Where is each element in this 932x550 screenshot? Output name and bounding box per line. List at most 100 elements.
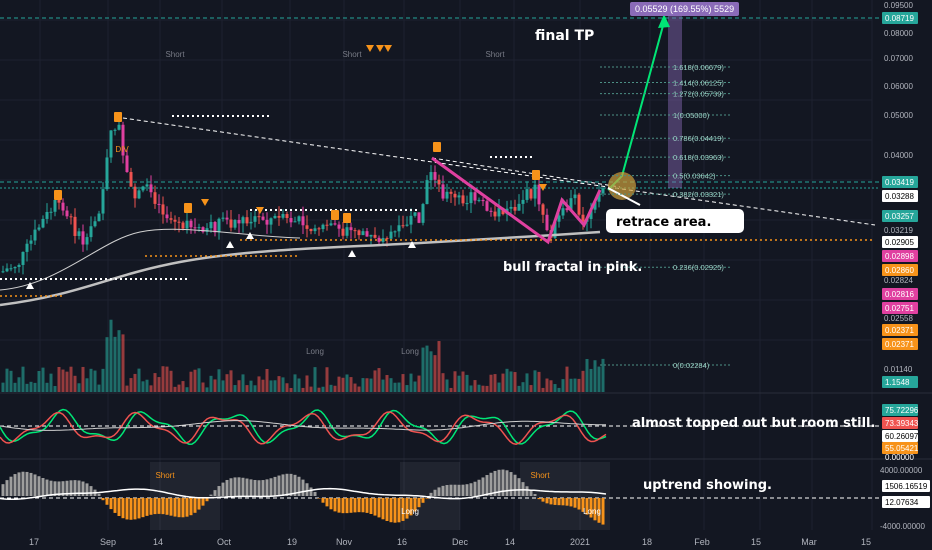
- macd-histogram-bar: [393, 498, 397, 523]
- volume-bar: [485, 385, 489, 392]
- volume-bar: [333, 385, 337, 392]
- signal-label: Short: [485, 50, 505, 59]
- volume-bar: [49, 373, 53, 392]
- macd-histogram-bar: [261, 480, 265, 496]
- macd-histogram-bar: [165, 498, 169, 515]
- volume-bar: [233, 385, 237, 392]
- price-badge: [882, 264, 918, 276]
- volume-bar: [369, 378, 373, 392]
- candle: [581, 214, 585, 222]
- macd-histogram-bar: [557, 498, 561, 506]
- candle: [21, 251, 25, 265]
- macd-histogram-bar: [153, 498, 157, 515]
- macd-histogram-bar: [357, 498, 361, 513]
- macd-line: [0, 487, 607, 501]
- volume-bar: [397, 382, 401, 392]
- volume-bar: [85, 378, 89, 392]
- candle: [253, 216, 257, 222]
- volume-bar: [185, 387, 189, 392]
- pivot-marker: [54, 190, 62, 200]
- macd-histogram-bar: [41, 478, 45, 496]
- x-axis-tick-label: 15: [861, 537, 871, 547]
- candle: [205, 228, 209, 232]
- candle: [353, 230, 357, 232]
- macd-histogram-bar: [97, 493, 101, 496]
- macd-histogram-bar: [581, 498, 585, 512]
- candle: [565, 208, 569, 211]
- volume-bar: [525, 373, 529, 392]
- macd-histogram-bar: [585, 498, 589, 515]
- volume-bar: [517, 385, 521, 392]
- candle: [441, 184, 445, 199]
- price-badge-label: 0.02816: [885, 290, 914, 299]
- candle: [425, 180, 429, 205]
- candle: [465, 203, 469, 205]
- volume-bar: [217, 369, 221, 392]
- volume-bar: [129, 378, 133, 392]
- macd-histogram-bar: [145, 498, 149, 516]
- candle: [33, 229, 37, 241]
- retrace-callout: retrace area.: [606, 209, 744, 233]
- macd-histogram-bar: [57, 481, 61, 496]
- volume-bar: [77, 383, 81, 392]
- candle: [121, 124, 125, 156]
- price-axis-label: 0.09500: [884, 1, 913, 10]
- macd-histogram-bar: [409, 498, 413, 516]
- candle: [405, 224, 409, 226]
- macd-annotation: uptrend showing.: [643, 478, 772, 493]
- macd-histogram-bar: [553, 498, 557, 505]
- volume-bar: [273, 380, 277, 392]
- candle: [85, 237, 89, 245]
- volume-bar: [189, 371, 193, 392]
- volume-bar: [285, 383, 289, 392]
- candle: [113, 129, 117, 131]
- candle: [357, 230, 361, 236]
- candle: [561, 208, 565, 216]
- price-badge-label: 0.02898: [885, 252, 914, 261]
- price-badge-label: 0.02860: [885, 266, 914, 275]
- macd-histogram-bar: [493, 470, 497, 496]
- price-axis-label: 0.07000: [884, 54, 913, 63]
- macd-histogram-bar: [501, 469, 505, 496]
- candle: [225, 217, 229, 220]
- pivot-marker: [114, 112, 122, 122]
- volume-bar: [489, 374, 493, 392]
- volume-bar: [505, 368, 509, 392]
- macd-histogram-bar: [1, 484, 5, 496]
- macd-histogram-bar: [569, 498, 573, 507]
- macd-badge: [882, 496, 930, 508]
- volume-bar: [181, 381, 185, 392]
- volume-bar: [13, 382, 17, 392]
- rsi-label: 0.00000: [885, 453, 914, 462]
- candle: [105, 157, 109, 190]
- volume-bar: [161, 366, 165, 392]
- volume-bar: [581, 370, 585, 392]
- macd-histogram-bar: [205, 498, 209, 502]
- macd-histogram-bar: [365, 498, 369, 513]
- macd-histogram-bar: [489, 472, 493, 496]
- candle: [277, 215, 281, 218]
- volume-bar: [313, 367, 317, 392]
- candle: [49, 211, 53, 213]
- rsi-badge: [882, 404, 918, 416]
- candle: [517, 203, 521, 211]
- volume-bar: [349, 377, 353, 392]
- macd-histogram-bar: [109, 498, 113, 510]
- candle: [333, 223, 337, 225]
- volume-bar: [529, 385, 533, 392]
- candle: [173, 219, 177, 222]
- macd-histogram-bar: [521, 482, 525, 496]
- volume-bar: [481, 385, 485, 392]
- price-badge: [882, 250, 918, 262]
- macd-histogram-bar: [21, 471, 25, 496]
- macd-histogram-bar: [445, 485, 449, 496]
- pivot-triangle-down: [384, 45, 392, 52]
- macd-histogram-bar: [133, 498, 137, 520]
- macd-histogram-bar: [85, 483, 89, 496]
- fib-level-label: 0.786(0.04419): [673, 134, 724, 143]
- candle: [17, 264, 21, 267]
- volume-bar: [417, 375, 421, 392]
- volume-bar: [17, 377, 21, 392]
- macd-histogram-bar: [169, 498, 173, 516]
